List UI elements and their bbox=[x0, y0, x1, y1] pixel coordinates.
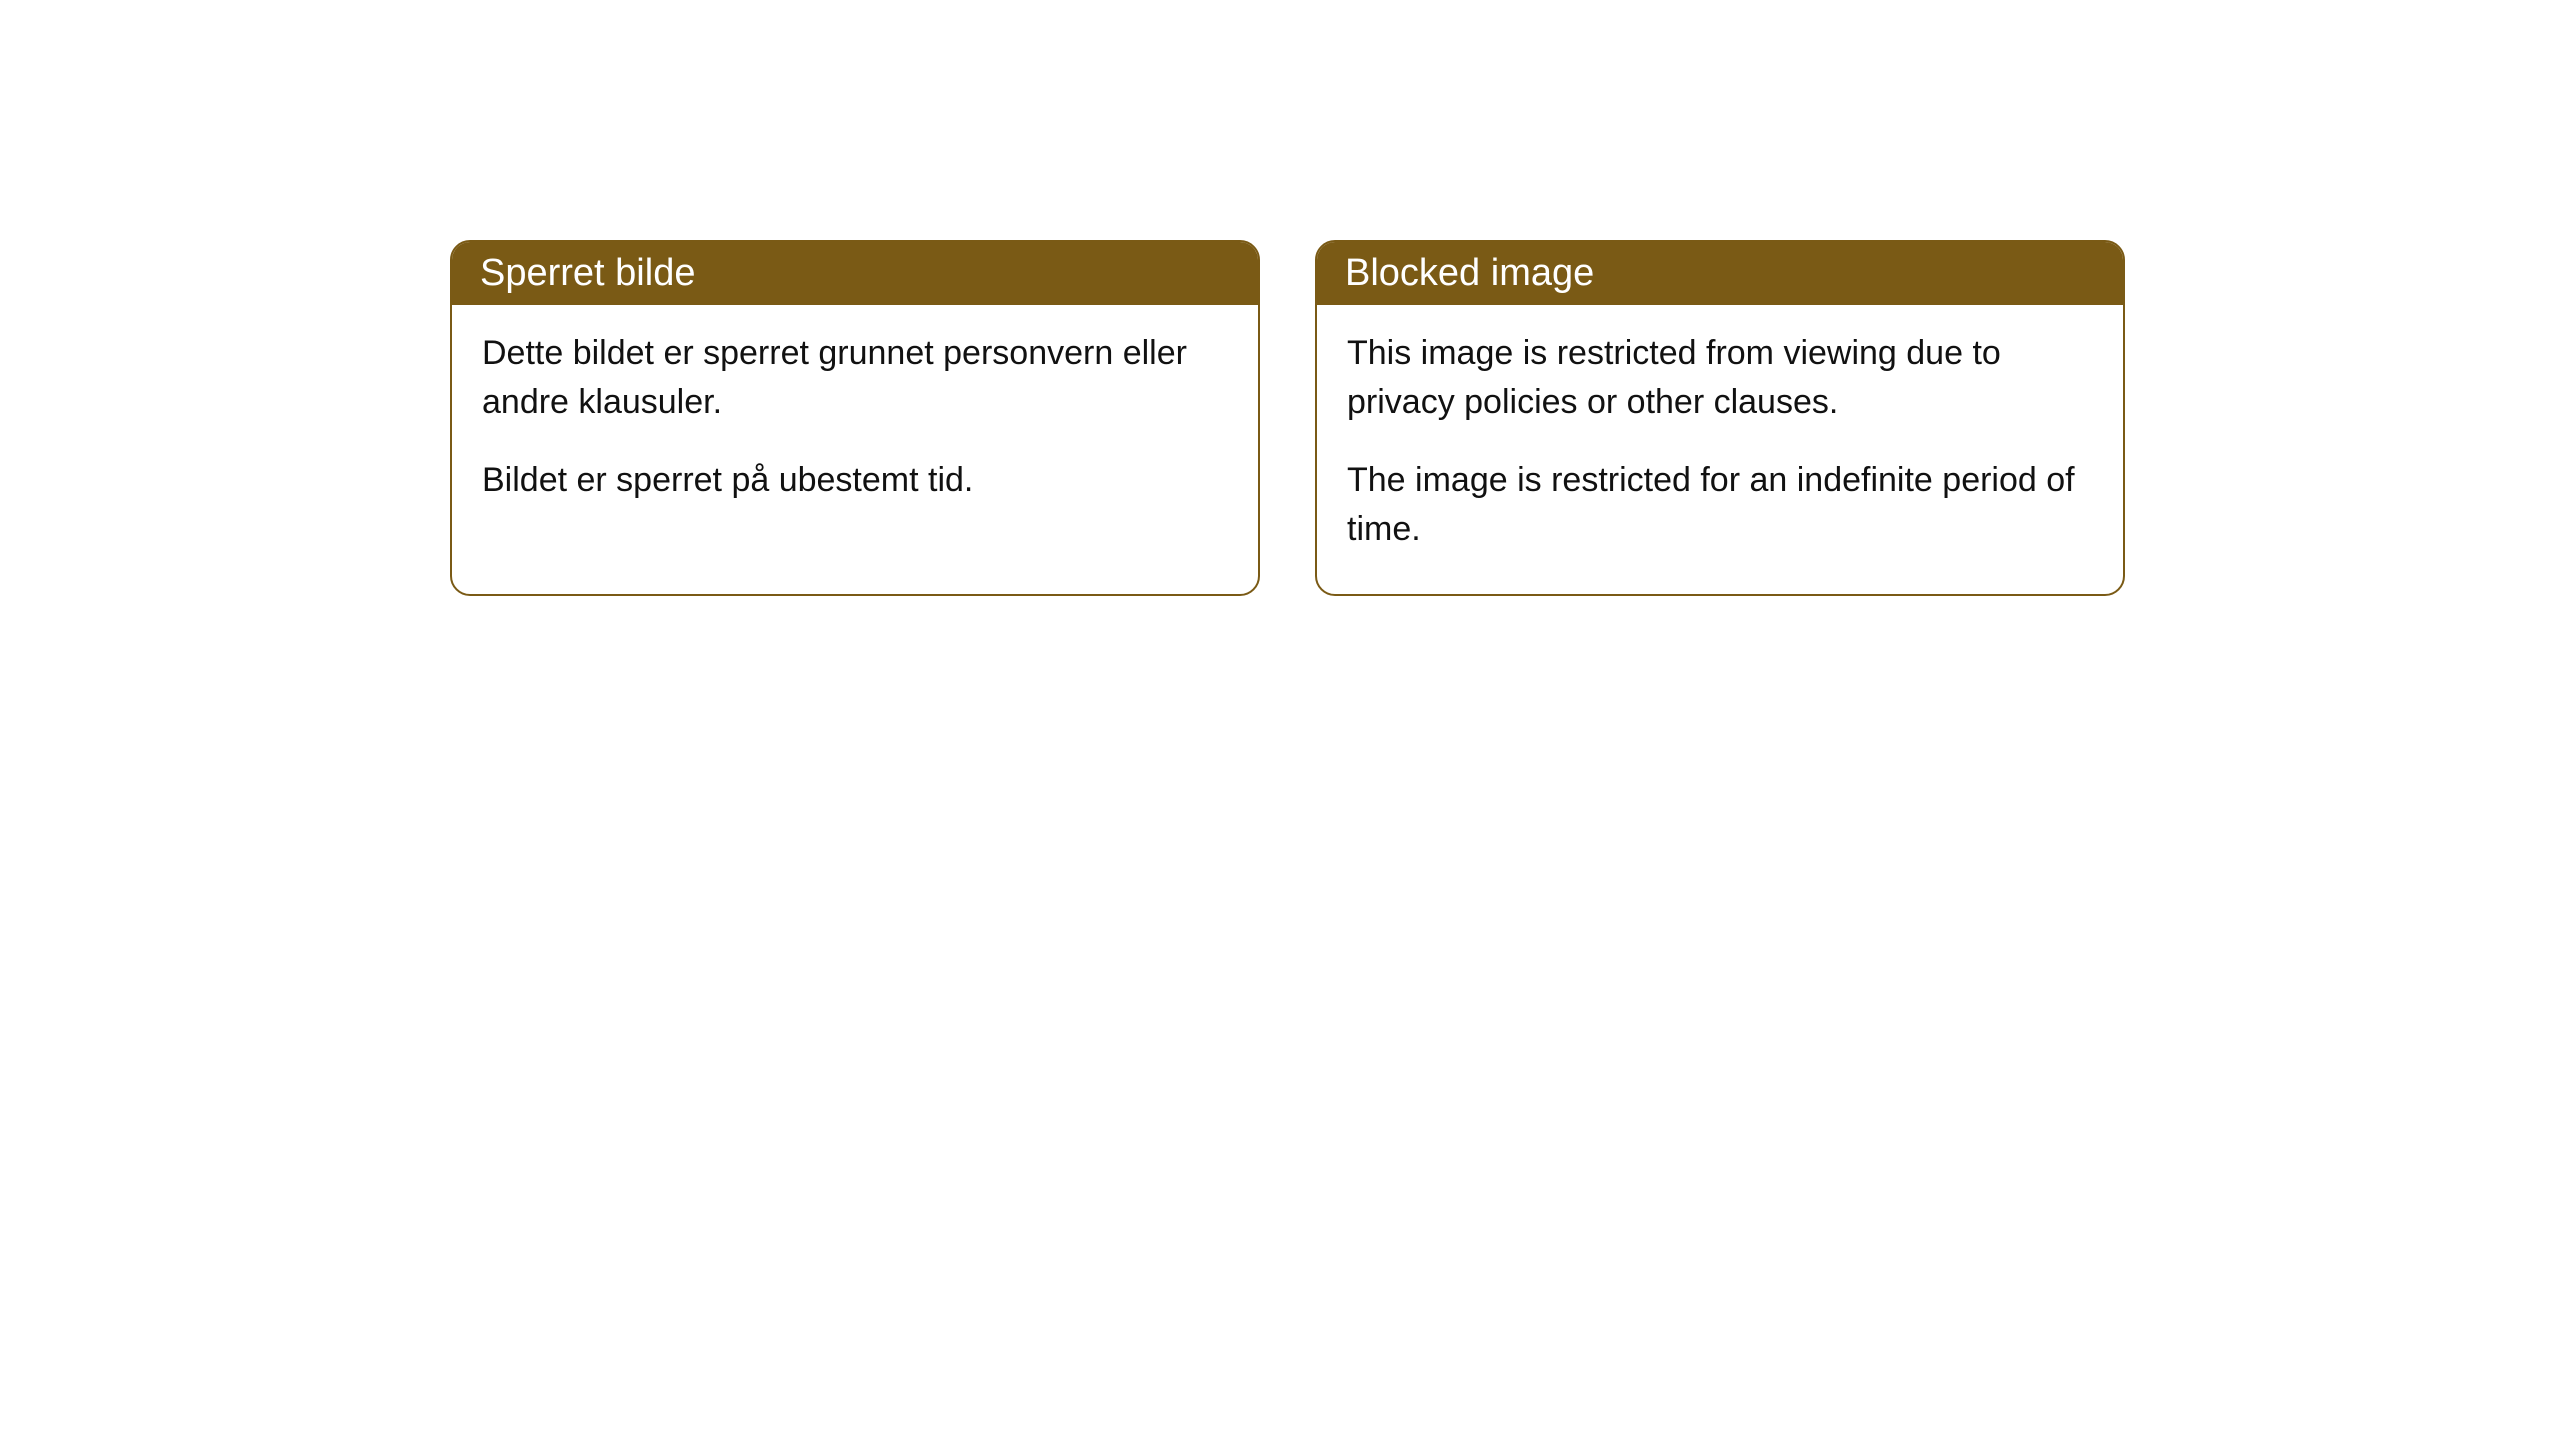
card-header-norwegian: Sperret bilde bbox=[452, 242, 1258, 305]
blocked-image-card-norwegian: Sperret bilde Dette bildet er sperret gr… bbox=[450, 240, 1260, 596]
blocked-image-card-english: Blocked image This image is restricted f… bbox=[1315, 240, 2125, 596]
card-body-norwegian: Dette bildet er sperret grunnet personve… bbox=[452, 305, 1258, 545]
card-text-1-norwegian: Dette bildet er sperret grunnet personve… bbox=[482, 329, 1228, 428]
card-text-2-norwegian: Bildet er sperret på ubestemt tid. bbox=[482, 456, 1228, 505]
card-text-1-english: This image is restricted from viewing du… bbox=[1347, 329, 2093, 428]
card-text-2-english: The image is restricted for an indefinit… bbox=[1347, 456, 2093, 555]
cards-container: Sperret bilde Dette bildet er sperret gr… bbox=[450, 240, 2125, 596]
card-body-english: This image is restricted from viewing du… bbox=[1317, 305, 2123, 594]
card-header-english: Blocked image bbox=[1317, 242, 2123, 305]
